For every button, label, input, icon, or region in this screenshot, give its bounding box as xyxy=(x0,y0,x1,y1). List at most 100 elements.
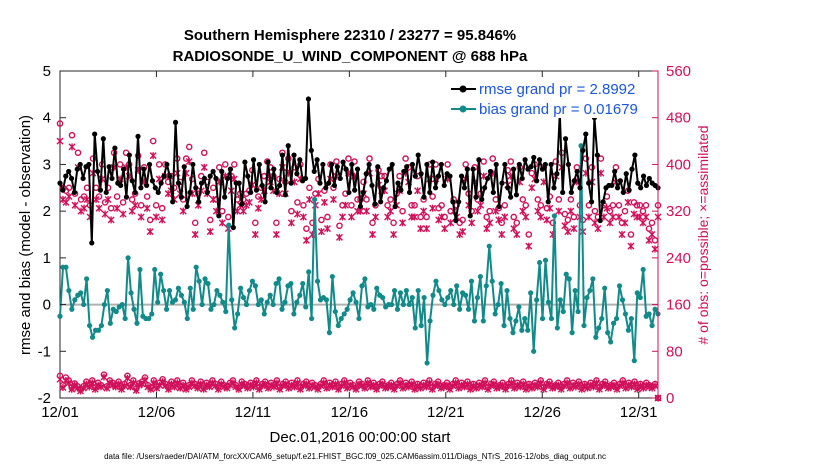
bias-point xyxy=(288,280,294,287)
obs-assimilated-marker xyxy=(179,207,187,215)
bias-point xyxy=(279,306,285,312)
bias-point xyxy=(146,315,152,322)
obs-possible-marker xyxy=(534,196,542,203)
obs-assimilated-marker xyxy=(387,207,395,215)
obs-possible-marker xyxy=(483,213,491,221)
obs-possible-marker xyxy=(348,202,355,209)
rmse-point xyxy=(106,164,112,170)
rmse-point xyxy=(334,164,340,170)
obs-assimilated-marker xyxy=(282,380,290,388)
rmse-point xyxy=(580,147,586,154)
rmse-point xyxy=(311,168,317,175)
obs-assimilated-marker xyxy=(414,187,422,195)
obs-assimilated-marker xyxy=(261,380,269,388)
bias-point xyxy=(199,301,205,308)
x-tick-label: 12/21 xyxy=(427,404,465,421)
rmse-point xyxy=(279,152,286,158)
obs-assimilated-marker xyxy=(338,213,346,221)
rmse-point xyxy=(158,180,164,186)
obs-possible-marker xyxy=(513,219,521,227)
obs-possible-marker xyxy=(519,196,527,203)
rmse-point xyxy=(458,173,465,179)
rmse-point xyxy=(583,131,589,137)
obs-possible-marker xyxy=(384,202,391,209)
rmse-point xyxy=(170,199,176,205)
rmse-point xyxy=(207,173,213,179)
bias-point xyxy=(613,315,620,322)
rmse-point xyxy=(230,224,236,231)
rmse-point xyxy=(435,173,442,179)
obs-assimilated-marker xyxy=(347,213,355,221)
y-tick-label: 4 xyxy=(43,110,51,127)
rmse-point xyxy=(568,189,574,196)
bias-point xyxy=(403,287,409,294)
rmse-point xyxy=(597,217,603,224)
obs-assimilated-marker xyxy=(170,383,178,391)
obs-assimilated-marker xyxy=(272,231,280,238)
rmse-point xyxy=(155,189,161,196)
rmse-point xyxy=(262,199,268,205)
obs-possible-marker xyxy=(564,216,572,224)
bias-point xyxy=(634,290,640,296)
obs-assimilated-marker xyxy=(249,383,257,391)
bias-point xyxy=(294,299,300,305)
obs-possible-marker xyxy=(591,207,599,215)
obs-assimilated-marker xyxy=(138,380,146,388)
bias-point xyxy=(590,276,596,282)
rmse-point xyxy=(626,187,632,193)
bias-point xyxy=(229,297,235,303)
rmse-point xyxy=(103,189,109,196)
obs-assimilated-marker xyxy=(100,373,108,381)
bias-point xyxy=(412,325,418,331)
y2-tick-label: 480 xyxy=(666,110,691,127)
rmse-point xyxy=(560,189,566,196)
rmse-point xyxy=(245,173,251,179)
obs-assimilated-marker xyxy=(314,190,322,198)
obs-possible-marker xyxy=(230,161,238,168)
bias-point xyxy=(465,306,472,312)
obs-assimilated-marker xyxy=(119,210,127,218)
bias-point xyxy=(89,334,96,340)
rmse-point xyxy=(363,171,369,177)
rmse-point xyxy=(294,171,300,177)
rmse-point xyxy=(404,164,410,170)
bias-point xyxy=(353,299,359,305)
obs-assimilated-marker xyxy=(477,201,485,209)
obs-assimilated-marker xyxy=(128,207,136,215)
bias-point xyxy=(640,266,646,273)
rmse-line xyxy=(59,98,659,244)
obs-assimilated-marker xyxy=(399,219,407,227)
bias-point xyxy=(84,276,90,282)
obs-assimilated-marker xyxy=(555,207,563,215)
obs-possible-marker xyxy=(582,155,590,162)
rmse-point xyxy=(291,152,297,158)
bias-point xyxy=(516,304,522,310)
obs-assimilated-marker xyxy=(158,216,166,224)
obs-assimilated-marker xyxy=(146,228,154,236)
bias-point xyxy=(208,306,214,312)
rmse-point xyxy=(499,180,505,186)
obs-assimilated-marker xyxy=(443,381,451,389)
obs-possible-marker xyxy=(146,216,154,224)
y-axis-label: rmse and bias (model - observation) xyxy=(17,115,34,355)
bias-point xyxy=(95,327,102,333)
rmse-point xyxy=(438,161,444,168)
rmse-point xyxy=(297,157,303,163)
bias-point xyxy=(166,287,173,294)
obs-assimilated-marker xyxy=(486,219,494,227)
bias-point xyxy=(462,292,469,298)
bias-point xyxy=(504,287,510,294)
obs-assimilated-marker xyxy=(179,381,187,389)
rmse-point xyxy=(482,185,488,191)
rmse-point xyxy=(248,189,254,196)
bias-point xyxy=(356,315,362,322)
y-tick-label: -1 xyxy=(38,343,51,360)
bias-point xyxy=(448,287,454,294)
obs-possible-marker xyxy=(215,164,223,171)
obs-assimilated-marker xyxy=(335,233,343,241)
bias-point xyxy=(190,306,196,312)
x-tick-label: 12/31 xyxy=(620,404,658,421)
obs-assimilated-marker xyxy=(62,198,70,206)
rmse-point xyxy=(487,168,494,175)
rmse-point xyxy=(337,175,343,182)
